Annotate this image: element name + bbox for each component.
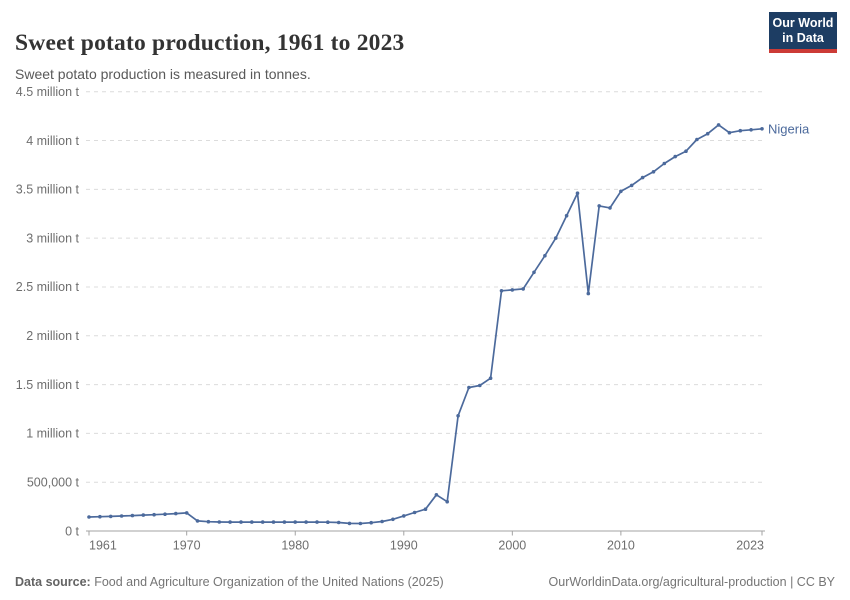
data-point-marker	[695, 137, 699, 142]
x-tick-label: 1970	[173, 539, 201, 553]
chart-subtitle: Sweet potato production is measured in t…	[15, 66, 311, 82]
data-point-marker	[130, 513, 135, 518]
data-point-marker	[499, 289, 504, 293]
y-tick-label: 0 t	[65, 524, 79, 538]
owid-logo-line1: Our World	[772, 15, 834, 30]
x-tick-label: 2000	[498, 539, 526, 553]
data-point-marker	[326, 520, 330, 524]
y-tick-label: 3 million t	[26, 231, 79, 245]
footer-right: OurWorldinData.org/agricultural-producti…	[549, 575, 835, 589]
data-point-marker	[195, 519, 200, 523]
license-badge: CC BY	[796, 575, 835, 589]
data-point-marker	[402, 514, 406, 518]
data-point-marker	[510, 288, 515, 292]
y-tick-label: 2 million t	[26, 329, 79, 343]
data-point-marker	[727, 130, 732, 135]
entity-label-nigeria: Nigeria	[768, 121, 810, 136]
data-point-marker	[608, 206, 612, 210]
footer-separator: |	[786, 575, 797, 589]
data-point-marker	[629, 183, 634, 188]
data-point-marker	[488, 376, 493, 381]
data-point-marker	[478, 383, 482, 388]
data-point-marker	[738, 128, 743, 133]
data-point-marker	[684, 149, 688, 153]
chart-title: Sweet potato production, 1961 to 2023	[15, 29, 405, 56]
data-point-marker	[749, 128, 753, 132]
data-point-marker	[456, 414, 460, 418]
data-point-marker	[293, 520, 298, 524]
data-point-marker	[358, 521, 363, 526]
data-point-marker	[163, 512, 167, 516]
data-point-marker	[651, 170, 656, 174]
data-point-marker	[315, 520, 319, 524]
data-point-marker	[347, 521, 352, 526]
data-point-marker	[705, 131, 710, 136]
y-tick-label: 2.5 million t	[16, 280, 80, 294]
data-point-marker	[304, 520, 308, 524]
data-point-marker	[239, 520, 243, 524]
data-point-marker	[206, 519, 211, 524]
data-point-marker	[619, 189, 623, 194]
x-tick-label: 2023	[736, 539, 764, 553]
line-chart-plot: 0 t 500,000 t 1 million t 1.5 million t 2 mi…	[16, 85, 810, 553]
y-tick-label: 4 million t	[26, 134, 79, 148]
data-point-marker	[423, 507, 428, 512]
nigeria-line-series	[88, 124, 763, 525]
data-point-marker	[336, 520, 341, 525]
data-point-marker	[98, 514, 102, 519]
data-point-marker	[445, 499, 450, 504]
data-point-marker	[282, 520, 287, 524]
data-point-marker	[554, 236, 558, 240]
data-point-marker	[271, 520, 276, 524]
data-point-marker	[521, 287, 525, 291]
data-point-marker	[760, 127, 764, 131]
data-point-marker	[391, 517, 395, 522]
data-source-label: Data source:	[15, 575, 91, 589]
data-point-marker	[564, 213, 569, 218]
data-point-marker	[184, 511, 189, 515]
data-point-marker	[217, 520, 222, 524]
data-point-marker	[174, 511, 178, 516]
data-source-note: Data source: Food and Agriculture Organi…	[15, 575, 444, 589]
data-point-marker	[87, 515, 91, 519]
data-point-marker	[250, 520, 254, 524]
x-tick-label: 1980	[281, 539, 309, 553]
data-point-marker	[467, 385, 471, 390]
x-tick-label: 1961	[89, 539, 117, 553]
data-point-marker	[434, 493, 439, 497]
data-point-marker	[141, 513, 146, 517]
data-point-marker	[260, 520, 265, 524]
owid-url-link[interactable]: OurWorldinData.org/agricultural-producti…	[548, 575, 787, 589]
data-point-marker	[673, 154, 677, 159]
x-tick-label: 2010	[607, 539, 635, 553]
chart-footer: Data source: Food and Agriculture Organi…	[15, 575, 835, 589]
y-tick-label: 1.5 million t	[16, 378, 80, 392]
data-point-marker	[108, 514, 113, 519]
data-point-marker	[662, 161, 667, 166]
data-point-marker	[586, 291, 591, 296]
y-tick-label: 3.5 million t	[16, 183, 80, 197]
x-tick-label: 1990	[390, 539, 418, 553]
data-point-marker	[228, 520, 232, 524]
y-tick-label: 4.5 million t	[16, 85, 80, 99]
y-tick-label: 500,000 t	[27, 475, 80, 489]
data-point-marker	[543, 253, 547, 258]
data-point-marker	[532, 270, 536, 275]
y-tick-label: 1 million t	[26, 427, 79, 441]
data-source-text: Food and Agriculture Organization of the…	[90, 575, 444, 589]
data-point-marker	[119, 514, 124, 518]
data-point-marker	[597, 204, 601, 208]
data-point-marker	[575, 191, 580, 195]
owid-logo-line2: in Data	[782, 30, 824, 45]
data-point-marker	[716, 123, 721, 127]
data-point-marker	[369, 520, 374, 525]
data-point-marker	[412, 510, 417, 515]
data-point-marker	[640, 175, 645, 180]
data-point-marker	[380, 519, 384, 524]
data-point-marker	[152, 512, 156, 517]
owid-logo[interactable]: Our World in Data	[769, 12, 837, 53]
